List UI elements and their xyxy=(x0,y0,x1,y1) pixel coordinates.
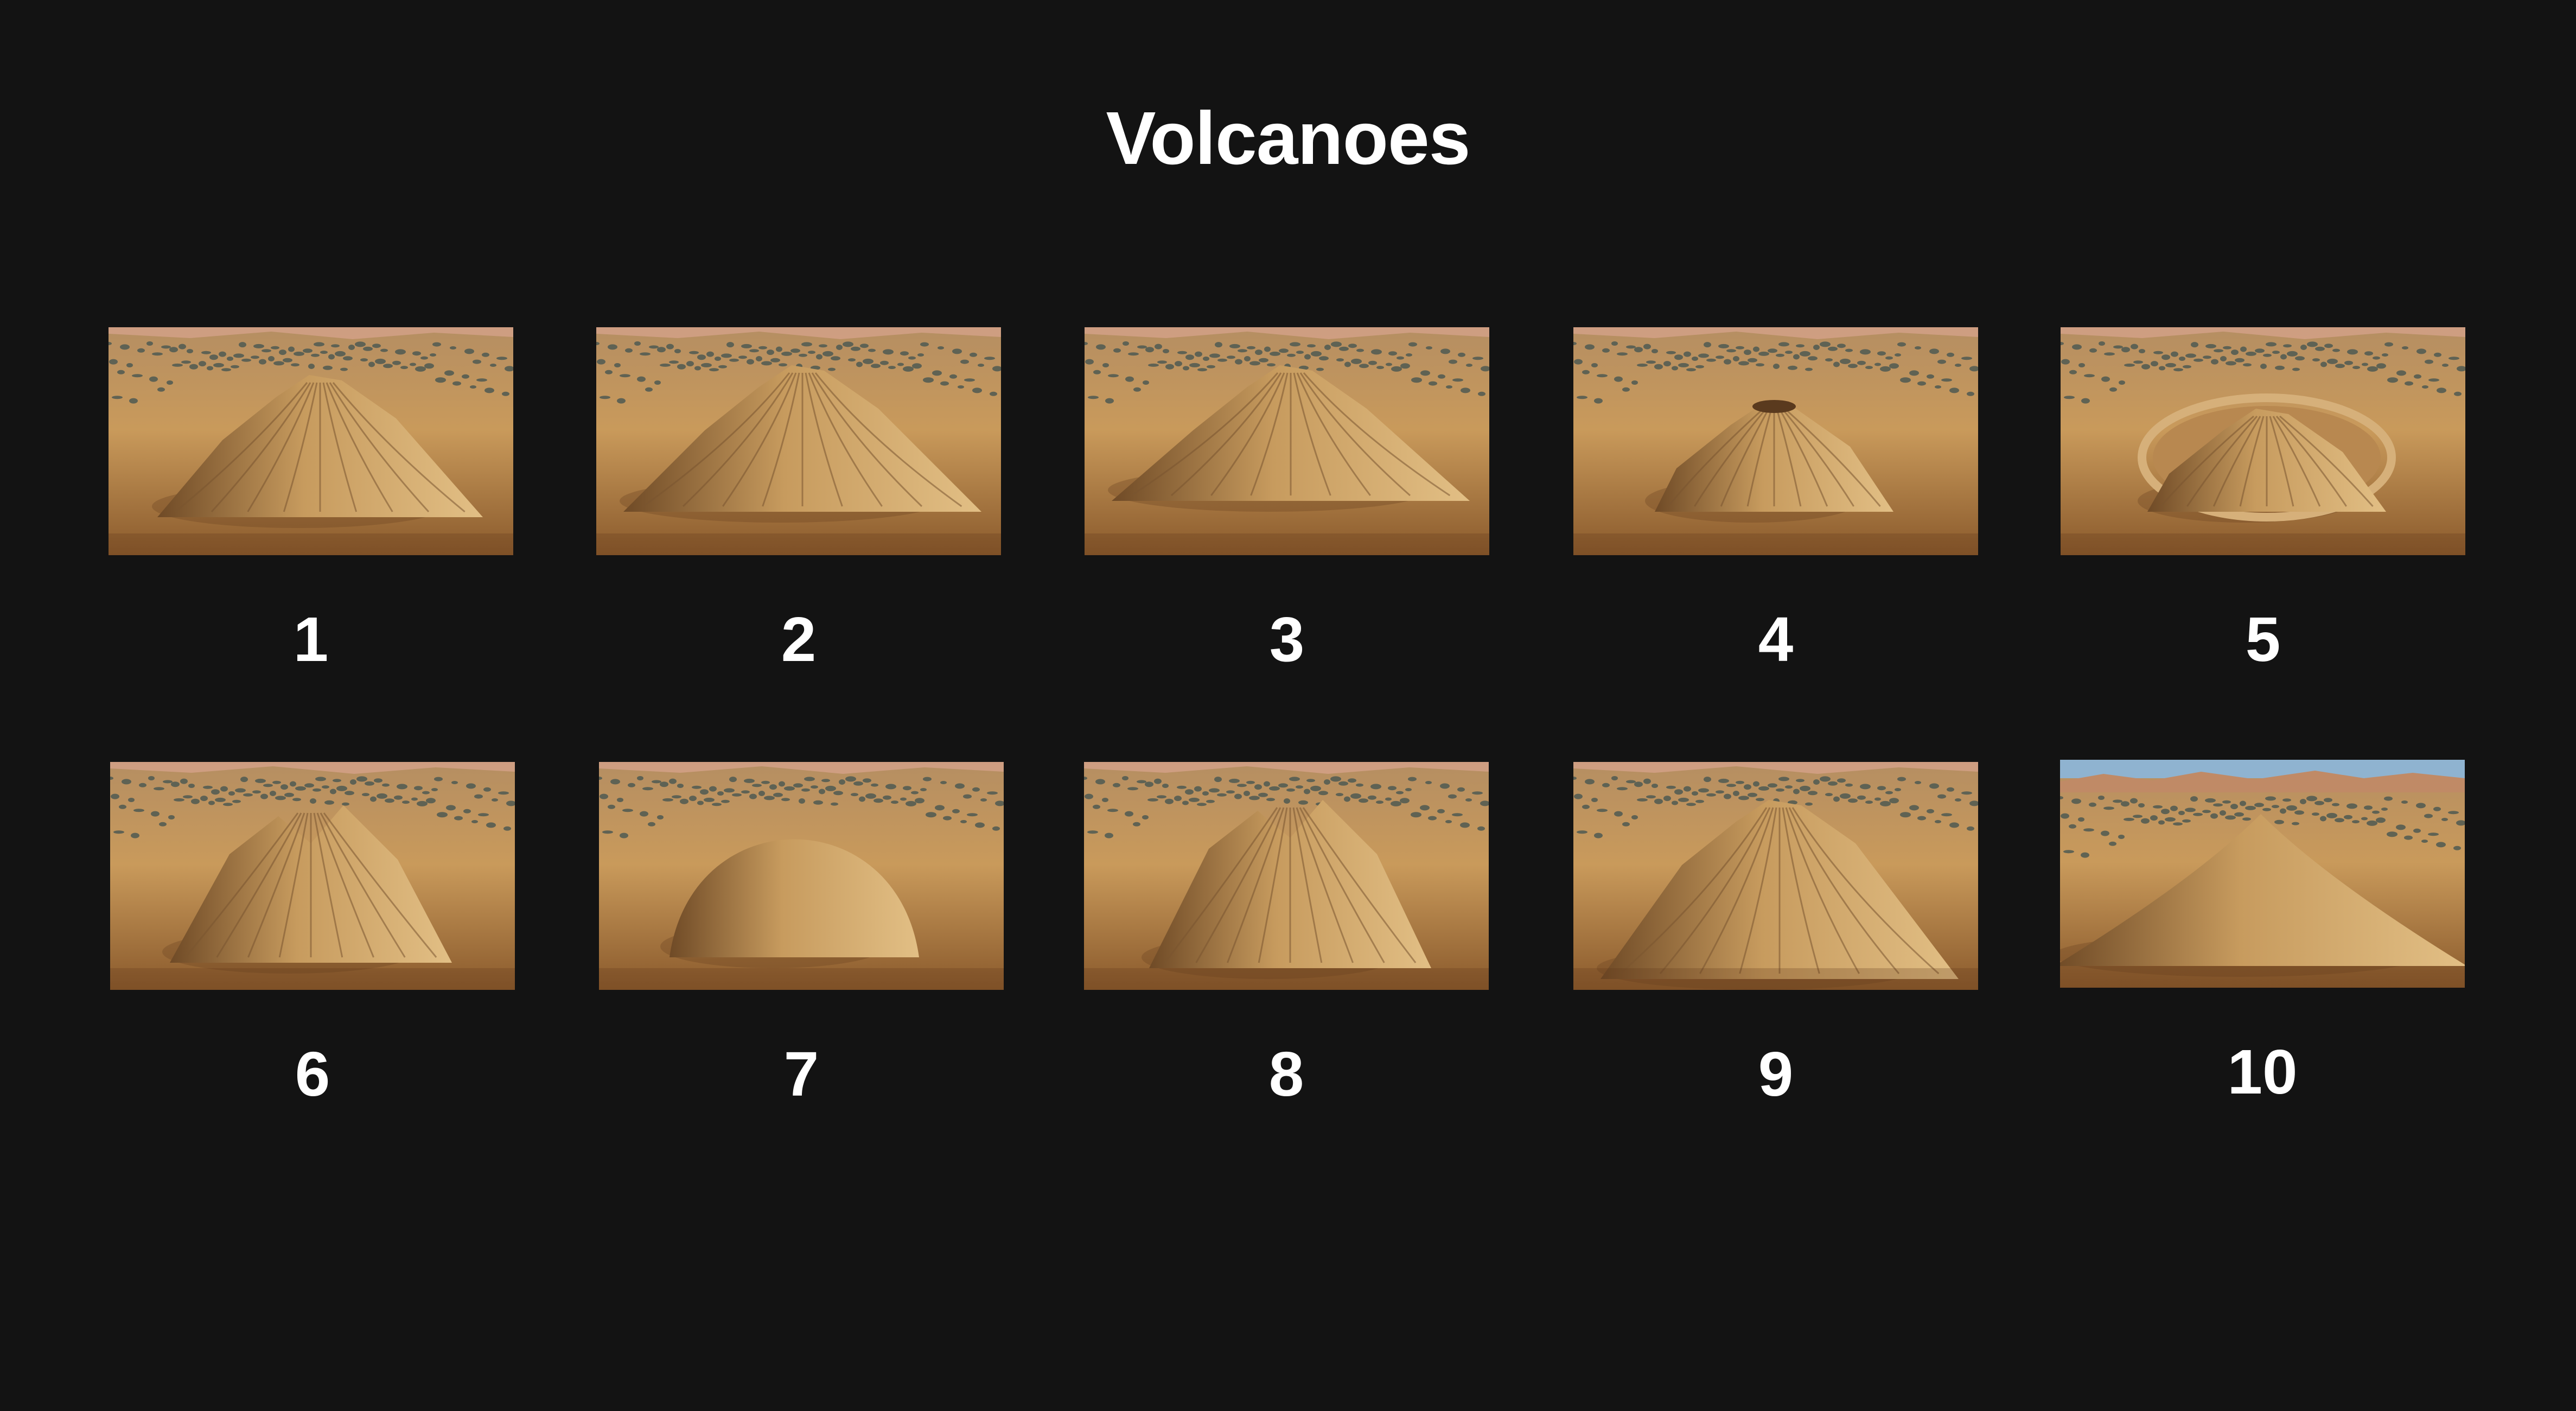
volcano-image xyxy=(109,327,513,555)
volcano-thumbnail-4[interactable] xyxy=(1573,327,1978,555)
volcano-number-10: 10 xyxy=(2227,1037,2298,1107)
volcano-image xyxy=(110,762,515,990)
volcano-thumbnail-8[interactable] xyxy=(1084,762,1489,990)
volcano-tile-9[interactable]: 9 xyxy=(1573,762,1978,1109)
volcano-image xyxy=(1085,327,1489,555)
volcano-thumbnail-9[interactable] xyxy=(1573,762,1978,990)
volcano-thumbnail-3[interactable] xyxy=(1085,327,1489,555)
volcano-number-7: 7 xyxy=(783,1039,819,1109)
volcano-image xyxy=(1573,327,1978,555)
volcano-image xyxy=(1573,762,1978,990)
volcano-number-9: 9 xyxy=(1758,1039,1794,1109)
volcano-tile-6[interactable]: 6 xyxy=(110,762,515,1109)
volcano-tile-4[interactable]: 4 xyxy=(1573,327,1978,675)
volcano-thumbnail-7[interactable] xyxy=(599,762,1004,990)
volcano-tile-3[interactable]: 3 xyxy=(1085,327,1489,675)
volcano-thumbnail-6[interactable] xyxy=(110,762,515,990)
volcano-tile-1[interactable]: 1 xyxy=(109,327,513,675)
volcano-tile-2[interactable]: 2 xyxy=(596,327,1001,675)
volcano-image xyxy=(596,327,1001,555)
volcano-image xyxy=(2061,327,2465,555)
volcano-image xyxy=(1084,762,1489,990)
volcano-number-4: 4 xyxy=(1758,604,1794,675)
volcano-image xyxy=(599,762,1004,990)
volcano-number-3: 3 xyxy=(1269,604,1305,675)
volcano-tile-7[interactable]: 7 xyxy=(599,762,1004,1109)
page-title: Volcanoes xyxy=(1106,97,1470,180)
volcano-thumbnail-1[interactable] xyxy=(109,327,513,555)
volcano-tile-8[interactable]: 8 xyxy=(1084,762,1489,1109)
volcano-number-2: 2 xyxy=(781,604,817,675)
volcano-thumbnail-5[interactable] xyxy=(2061,327,2465,555)
volcano-number-1: 1 xyxy=(293,604,329,675)
volcano-number-8: 8 xyxy=(1268,1039,1304,1109)
volcano-number-5: 5 xyxy=(2245,604,2281,675)
volcano-thumbnail-10[interactable] xyxy=(2060,760,2465,988)
volcano-tile-5[interactable]: 5 xyxy=(2061,327,2465,675)
volcano-tile-10[interactable]: 10 xyxy=(2060,760,2465,1107)
volcano-image xyxy=(2060,760,2465,988)
volcano-number-6: 6 xyxy=(295,1039,330,1109)
volcano-thumbnail-2[interactable] xyxy=(596,327,1001,555)
